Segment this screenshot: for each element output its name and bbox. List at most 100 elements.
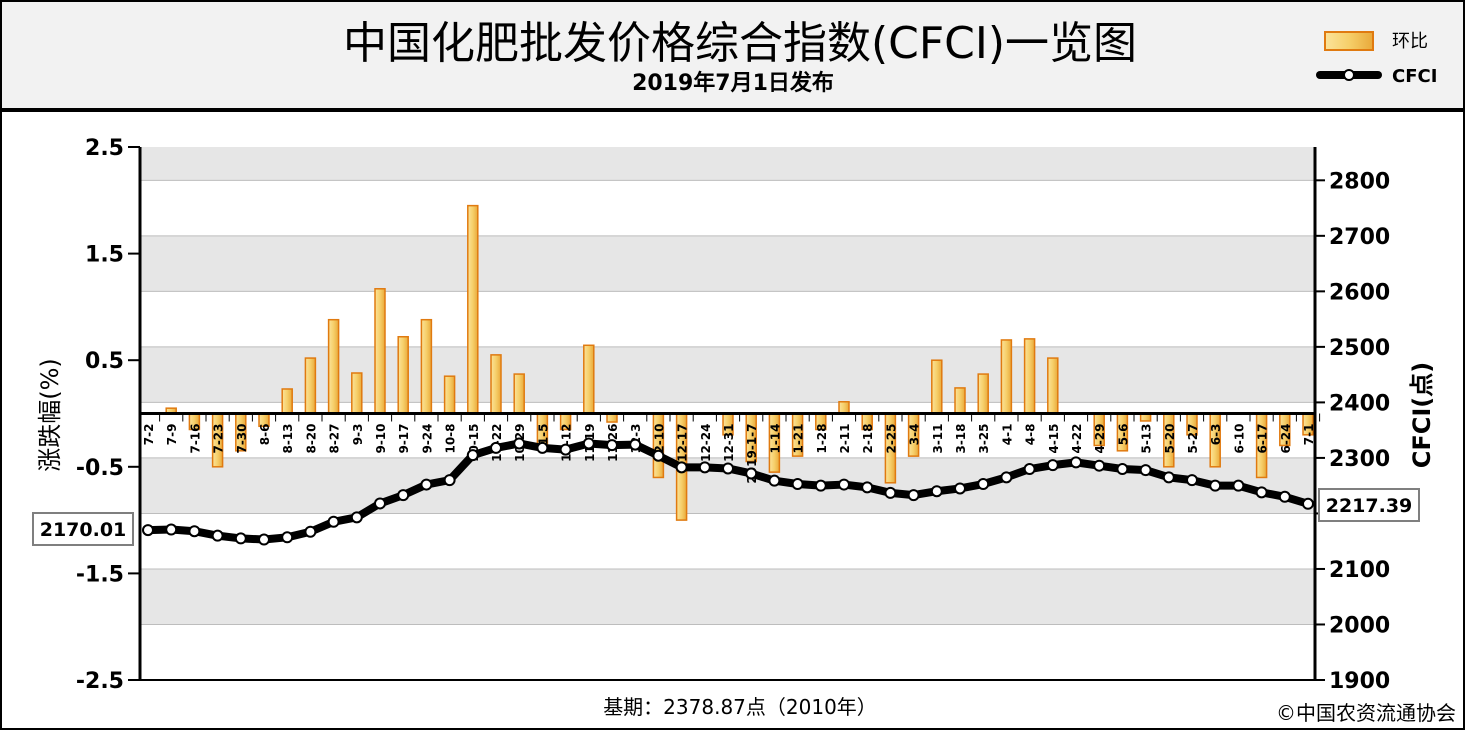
left-tick-label: 0.5 (85, 349, 124, 374)
cfci-point (1232, 479, 1245, 492)
cfci-point (768, 474, 781, 487)
x-tick-label: 5-13 (1140, 424, 1154, 454)
cfci-point (559, 443, 572, 456)
cfci-point (814, 479, 827, 492)
right-axis-ticks: 2800270026002500240023002200210020001900 (1315, 169, 1390, 694)
x-tick-label: 7-1 (1302, 424, 1316, 446)
left-tick-label: -1.5 (76, 562, 124, 587)
bar (1047, 357, 1059, 415)
cfci-point (1000, 471, 1013, 484)
x-tick-label: 8-27 (328, 424, 342, 454)
x-tick-label: 8-20 (304, 424, 318, 454)
x-tick-label: 6-17 (1256, 424, 1270, 454)
cfci-point (838, 478, 850, 491)
bar (931, 359, 943, 415)
cfci-point (420, 478, 433, 491)
cfci-point (675, 461, 688, 474)
cfci-point (1023, 463, 1036, 476)
x-tick-label: 4-15 (1047, 424, 1061, 454)
x-tick-label: 7-23 (212, 424, 226, 454)
cfci-point (234, 532, 247, 545)
start-value-box (32, 512, 134, 546)
cfci-point (466, 449, 479, 462)
right-tick-label: 2800 (1329, 169, 1390, 194)
cfci-point (142, 524, 154, 537)
cfci-point (954, 482, 966, 495)
x-tick-label: 4-1 (1000, 424, 1014, 446)
legend-bar-label: 环比 (1392, 31, 1428, 52)
bar (513, 373, 525, 415)
plot-area: 7-2 7-9 7-16 7-23 7-30 8-6 8-13 8-20 8-27 9-3 9-10… (138, 147, 1321, 681)
cfci-point (188, 525, 201, 538)
legend-bar-swatch (1324, 31, 1374, 51)
cfci-point (281, 531, 294, 544)
cfci-point (861, 481, 874, 494)
legend-line-label: CFCI (1392, 66, 1437, 87)
bar (467, 204, 479, 415)
grid-band (140, 235, 1315, 292)
x-tick-label: 9-17 (397, 424, 411, 454)
cfci-point (884, 486, 897, 499)
cfci-point (745, 467, 758, 480)
x-tick-label: 6-10 (1232, 424, 1246, 454)
cfci-point (1116, 463, 1129, 476)
cfci-point (350, 511, 363, 524)
bar (838, 401, 850, 415)
legend: 环比 CFCI (1316, 31, 1437, 87)
cfci-point (907, 489, 920, 502)
grid-band (140, 346, 1315, 403)
cfci-point (536, 441, 549, 454)
cfci-point (374, 497, 386, 510)
left-tick-label: 2.5 (85, 136, 124, 161)
right-tick-label: 2500 (1329, 336, 1390, 361)
x-tick-label: 9-10 (374, 424, 388, 454)
chart-title: 中国化肥批发价格综合指数(CFCI)一览图 (343, 18, 1137, 69)
right-axis-title: CFCI(点) (1408, 362, 1436, 469)
cfci-point (165, 523, 178, 536)
x-tick-label: 2-18 (861, 424, 875, 454)
left-tick-label: -0.5 (76, 456, 124, 481)
cfci-point (1278, 490, 1291, 503)
left-tick-label: -2.5 (76, 669, 124, 694)
x-tick-label: 12-24 (699, 424, 713, 462)
x-tick-label: 6-24 (1279, 424, 1293, 454)
bar (374, 288, 386, 415)
cfci-point (513, 437, 526, 450)
cfci-point (1302, 497, 1314, 510)
cfci-line-series (142, 437, 1314, 546)
x-tick-label: 12-31 (722, 424, 736, 462)
x-tick-label: 10-8 (444, 424, 458, 454)
x-tick-label: 12-17 (676, 424, 690, 462)
left-tick-label: 1.5 (85, 243, 124, 268)
end-value-label: 2217.39 (1326, 495, 1413, 517)
cfci-point (211, 529, 224, 542)
right-tick-label: 2700 (1329, 225, 1390, 250)
cfci-point (1162, 471, 1175, 484)
copyright-note: ©中国农资流通协会 (1276, 701, 1456, 725)
cfci-point (1186, 474, 1198, 487)
bar (304, 357, 317, 415)
legend-line-marker (1343, 69, 1355, 81)
right-tick-label: 2000 (1329, 613, 1390, 638)
x-tick-label: 3-25 (977, 424, 991, 454)
cfci-point (698, 461, 711, 474)
grid-bands (140, 147, 1315, 625)
x-tick-label: 7-9 (165, 424, 179, 446)
bar (327, 318, 340, 415)
cfci-point (1209, 479, 1222, 492)
left-axis-title: 涨跌幅(%) (36, 358, 64, 472)
bar (281, 388, 293, 415)
cfci-point (258, 533, 270, 546)
start-value-callout: 2170.01 (32, 512, 134, 546)
x-tick-label: 1-28 (815, 424, 829, 454)
bar (583, 344, 595, 415)
cfci-point (1139, 464, 1152, 477)
end-value-box (1318, 488, 1420, 522)
cfci-point (1070, 456, 1082, 469)
bar (397, 335, 409, 415)
x-tick-label: 5-20 (1163, 424, 1177, 454)
bar-series (165, 204, 1314, 521)
x-tick-label: 7-2 (142, 424, 156, 446)
cfci-point (327, 515, 340, 528)
